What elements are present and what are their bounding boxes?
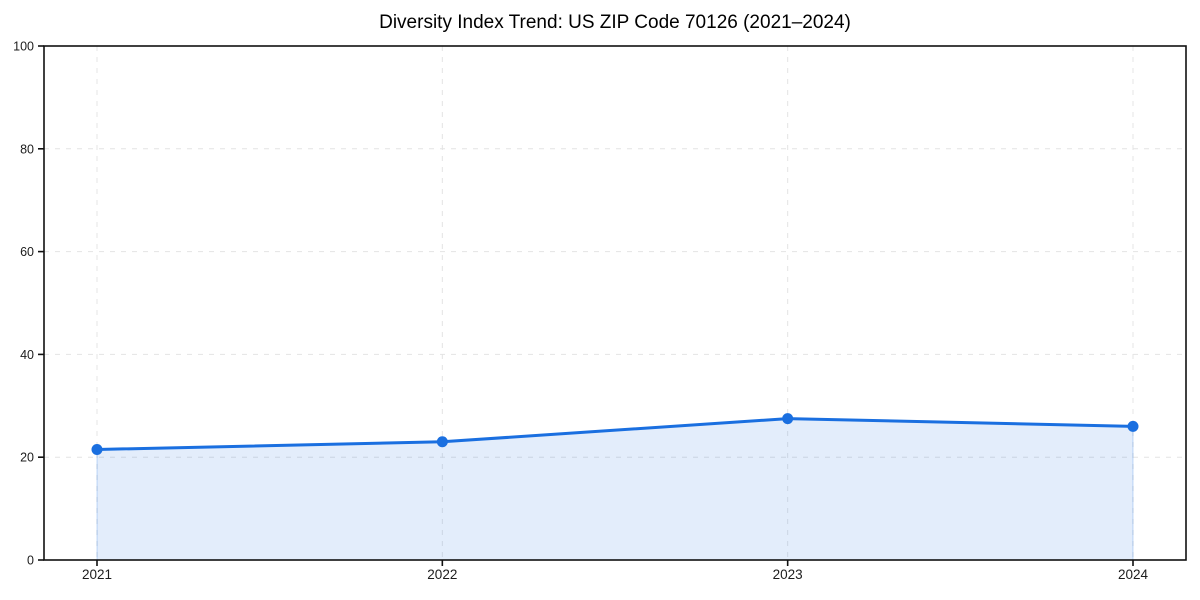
trend-line: [95, 417, 1135, 451]
data-point: [1127, 420, 1139, 432]
y-tick-label: 80: [20, 142, 34, 156]
data-point: [91, 443, 103, 455]
y-tick-label: 0: [27, 554, 34, 568]
x-tick-label: 2023: [773, 567, 803, 582]
y-tick-label: 20: [20, 451, 34, 465]
area-fill: [96, 418, 1134, 561]
x-tick-label: 2024: [1118, 567, 1149, 582]
axis-frame: [43, 45, 1187, 561]
chart-title: Diversity Index Trend: US ZIP Code 70126…: [379, 12, 851, 33]
x-tick-label: 2022: [427, 567, 457, 582]
data-point: [436, 436, 448, 448]
y-tick-label: 40: [20, 348, 34, 362]
data-point: [782, 413, 794, 425]
y-tick-label: 100: [13, 40, 34, 54]
y-tick-label: 60: [20, 245, 34, 259]
x-tick-label: 2021: [82, 567, 112, 582]
